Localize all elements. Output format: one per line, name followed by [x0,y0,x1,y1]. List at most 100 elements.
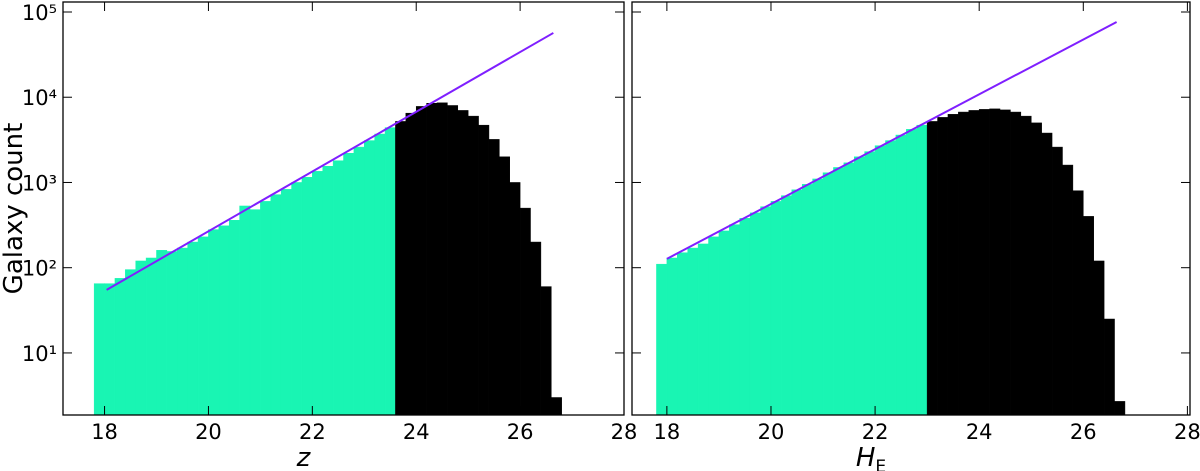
bar [353,146,365,416]
bar [937,117,949,416]
bar [1041,132,1053,416]
bar [145,257,157,416]
bar [958,111,970,416]
x-axis-label-main: z [296,443,312,471]
bar [739,218,751,416]
bar [926,121,938,416]
bar [384,127,396,416]
bar [718,230,730,416]
bar [364,140,375,416]
x-axis-label-main: H [856,443,876,471]
bar [697,243,709,416]
bar [1051,146,1063,416]
x-axis-label: HE [856,443,886,471]
bar [395,121,407,416]
plot-frame [631,1,1191,416]
y-axis-label: Galaxy count [0,123,29,295]
bar [1010,111,1022,416]
fit-line [666,21,1118,260]
x-tick-label: 28 [1174,420,1200,444]
bar [666,257,678,416]
bar [864,151,876,416]
bar [426,102,438,416]
y-tick-label: 10⁵ [22,1,57,25]
bar [156,250,168,416]
x-tick-label: 26 [1070,420,1097,444]
bar [854,156,865,416]
y-tick-label: 10² [22,257,57,281]
bar [822,172,834,416]
bar [833,167,845,416]
bar [177,247,188,416]
bar [93,283,105,416]
bar [249,209,261,416]
bar [1103,318,1115,416]
bar [114,278,126,416]
bar [208,229,220,416]
bar [280,189,292,416]
bar [135,260,147,416]
x-tick-label: 18 [654,420,681,444]
bar [270,194,282,416]
bar [260,201,272,416]
bar [187,241,199,416]
bar [978,109,990,416]
y-tick-label: 10⁴ [22,86,57,110]
bar [729,224,740,416]
bar [885,140,897,416]
bar [1020,115,1032,416]
bar [947,114,959,416]
bar [343,153,355,416]
bar [457,110,469,416]
bar [874,145,886,416]
bar [656,263,668,416]
bar [104,283,116,416]
y-tick-label: 10¹ [22,342,57,366]
x-tick-label: 22 [862,420,889,444]
bar [1083,216,1094,416]
bar [197,236,209,416]
x-axis-label-sub: E [875,457,886,471]
bar [301,177,313,416]
bar [125,269,136,416]
bar [530,241,542,416]
fit-line [106,32,554,291]
x-axis-label: z [296,443,312,471]
bar [551,397,562,416]
bar [1062,164,1074,416]
bar [239,205,251,416]
bar [843,162,855,416]
bar [374,133,386,416]
bar [781,195,793,416]
bar [770,201,782,416]
bar [708,236,720,416]
bar [447,105,459,416]
bar [478,124,490,416]
bar [540,286,552,416]
bar [749,212,761,416]
bar [801,184,813,416]
bar [760,206,772,416]
bar [509,182,521,416]
bar [436,102,448,416]
bar [1072,190,1084,416]
plot-frame [62,1,625,416]
bar [968,110,980,416]
bar [488,139,500,416]
y-tick-label: 10³ [22,171,57,195]
x-tick-label: 26 [507,420,534,444]
bar [895,134,907,416]
x-tick-label: 24 [403,420,430,444]
bar [218,225,230,416]
bar [906,129,917,416]
x-tick-label: 28 [611,420,638,444]
bar [291,182,303,416]
x-tick-label: 20 [758,420,785,444]
bar [687,247,699,416]
bar [812,178,824,416]
bar [519,207,531,416]
bar [405,112,417,416]
bar [916,124,928,416]
bar [166,251,178,416]
